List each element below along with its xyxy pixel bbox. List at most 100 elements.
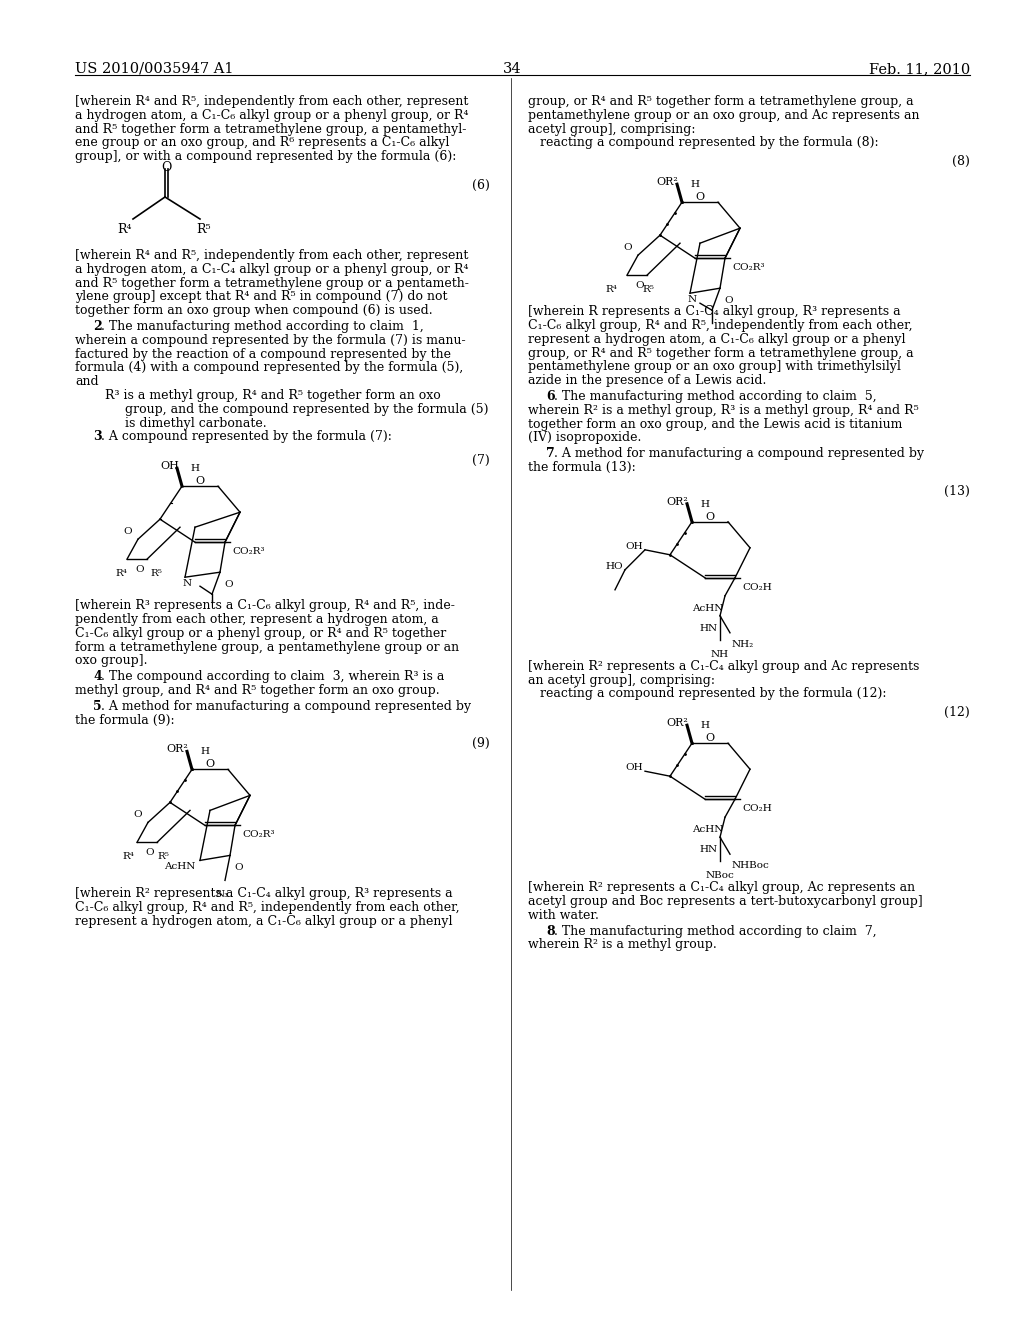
Text: HO: HO (605, 562, 623, 570)
Text: azide in the presence of a Lewis acid.: azide in the presence of a Lewis acid. (528, 374, 766, 387)
Text: O: O (161, 161, 171, 174)
Text: [wherein R³ represents a C₁-C₆ alkyl group, R⁴ and R⁵, inde-: [wherein R³ represents a C₁-C₆ alkyl gro… (75, 599, 455, 612)
Text: C₁-C₆ alkyl group, R⁴ and R⁵, independently from each other,: C₁-C₆ alkyl group, R⁴ and R⁵, independen… (75, 902, 460, 915)
Text: AcHN: AcHN (691, 825, 723, 834)
Text: (12): (12) (944, 706, 970, 719)
Text: OR²: OR² (666, 718, 688, 729)
Text: with water.: with water. (528, 908, 599, 921)
Text: (13): (13) (944, 484, 970, 498)
Text: (7): (7) (472, 454, 490, 467)
Text: R⁵: R⁵ (150, 569, 162, 578)
Text: group, or R⁴ and R⁵ together form a tetramethylene group, a: group, or R⁴ and R⁵ together form a tetr… (528, 95, 913, 108)
Text: and: and (75, 375, 98, 388)
Text: wherein a compound represented by the formula (7) is manu-: wherein a compound represented by the fo… (75, 334, 466, 347)
Text: OR²: OR² (656, 177, 678, 187)
Text: 4: 4 (93, 671, 101, 684)
Text: group, or R⁴ and R⁵ together form a tetramethylene group, a: group, or R⁴ and R⁵ together form a tetr… (528, 347, 913, 359)
Text: [wherein R⁴ and R⁵, independently from each other, represent: [wherein R⁴ and R⁵, independently from e… (75, 95, 468, 108)
Text: and R⁵ together form a tetramethylene group, a pentamethyl-: and R⁵ together form a tetramethylene gr… (75, 123, 466, 136)
Text: 2: 2 (93, 319, 101, 333)
Text: OH: OH (626, 541, 643, 550)
Text: . A method for manufacturing a compound represented by: . A method for manufacturing a compound … (554, 447, 924, 461)
Text: HN: HN (699, 624, 718, 632)
Text: formula (4) with a compound represented by the formula (5),: formula (4) with a compound represented … (75, 362, 463, 375)
Text: O: O (636, 281, 644, 290)
Text: group, and the compound represented by the formula (5): group, and the compound represented by t… (125, 403, 488, 416)
Text: AcHN: AcHN (691, 603, 723, 612)
Text: H: H (200, 747, 209, 756)
Text: R⁴: R⁴ (605, 285, 616, 294)
Text: R⁵: R⁵ (196, 223, 211, 236)
Text: US 2010/0035947 A1: US 2010/0035947 A1 (75, 62, 233, 77)
Text: together form an oxo group when compound (6) is used.: together form an oxo group when compound… (75, 304, 432, 317)
Text: CO₂R³: CO₂R³ (232, 548, 264, 556)
Text: the formula (13):: the formula (13): (528, 461, 636, 474)
Text: . A method for manufacturing a compound represented by: . A method for manufacturing a compound … (101, 700, 471, 713)
Text: reacting a compound represented by the formula (12):: reacting a compound represented by the f… (528, 688, 887, 701)
Text: NH: NH (711, 649, 729, 659)
Text: wherein R² is a methyl group, R³ is a methyl group, R⁴ and R⁵: wherein R² is a methyl group, R³ is a me… (528, 404, 919, 417)
Text: CO₂R³: CO₂R³ (732, 263, 765, 272)
Text: pendently from each other, represent a hydrogen atom, a: pendently from each other, represent a h… (75, 612, 438, 626)
Text: 7: 7 (546, 447, 555, 461)
Text: acetyl group], comprising:: acetyl group], comprising: (528, 123, 695, 136)
Text: CO₂H: CO₂H (742, 804, 772, 813)
Text: 5: 5 (93, 700, 101, 713)
Text: together form an oxo group, and the Lewis acid is titanium: together form an oxo group, and the Lewi… (528, 417, 902, 430)
Text: ylene group] except that R⁴ and R⁵ in compound (7) do not: ylene group] except that R⁴ and R⁵ in co… (75, 290, 447, 304)
Text: O: O (234, 863, 243, 873)
Text: AcHN: AcHN (164, 862, 195, 871)
Text: [wherein R⁴ and R⁵, independently from each other, represent: [wherein R⁴ and R⁵, independently from e… (75, 249, 468, 261)
Text: (8): (8) (952, 156, 970, 168)
Text: reacting a compound represented by the formula (8):: reacting a compound represented by the f… (528, 136, 879, 149)
Text: is dimethyl carbonate.: is dimethyl carbonate. (125, 417, 266, 429)
Text: acetyl group and Boc represents a tert-butoxycarbonyl group]: acetyl group and Boc represents a tert-b… (528, 895, 923, 908)
Text: an acetyl group], comprising:: an acetyl group], comprising: (528, 673, 715, 686)
Text: NBoc: NBoc (706, 871, 734, 880)
Text: R⁴: R⁴ (117, 223, 131, 236)
Text: N: N (183, 579, 193, 589)
Text: CO₂H: CO₂H (742, 583, 772, 591)
Text: OR²: OR² (166, 744, 188, 755)
Text: ene group or an oxo group, and R⁶ represents a C₁-C₆ alkyl: ene group or an oxo group, and R⁶ repres… (75, 136, 450, 149)
Text: . The compound according to claim  3, wherein R³ is a: . The compound according to claim 3, whe… (101, 671, 444, 684)
Text: . The manufacturing method according to claim  1,: . The manufacturing method according to … (101, 319, 424, 333)
Text: 8: 8 (546, 924, 555, 937)
Text: O: O (224, 581, 232, 589)
Text: (IV) isopropoxide.: (IV) isopropoxide. (528, 432, 641, 445)
Text: . A compound represented by the formula (7):: . A compound represented by the formula … (101, 430, 392, 444)
Text: [wherein R represents a C₁-C₄ alkyl group, R³ represents a: [wherein R represents a C₁-C₄ alkyl grou… (528, 305, 901, 318)
Text: O: O (123, 527, 132, 536)
Text: OR²: OR² (666, 496, 688, 507)
Text: pentamethylene group or an oxo group] with trimethylsilyl: pentamethylene group or an oxo group] wi… (528, 360, 901, 374)
Text: C₁-C₆ alkyl group, R⁴ and R⁵, independently from each other,: C₁-C₆ alkyl group, R⁴ and R⁵, independen… (528, 319, 912, 333)
Text: OH: OH (626, 763, 643, 772)
Text: H: H (690, 181, 699, 189)
Text: R³ is a methyl group, R⁴ and R⁵ together form an oxo: R³ is a methyl group, R⁴ and R⁵ together… (105, 389, 440, 403)
Text: . The manufacturing method according to claim  7,: . The manufacturing method according to … (554, 924, 877, 937)
Text: C₁-C₆ alkyl group or a phenyl group, or R⁴ and R⁵ together: C₁-C₆ alkyl group or a phenyl group, or … (75, 627, 446, 640)
Text: H: H (700, 500, 709, 508)
Text: (6): (6) (472, 180, 490, 191)
Text: O: O (706, 512, 715, 521)
Text: R⁵: R⁵ (157, 853, 169, 862)
Text: OH: OH (161, 461, 179, 471)
Text: O: O (724, 296, 732, 305)
Text: N₃: N₃ (215, 891, 228, 899)
Text: a hydrogen atom, a C₁-C₆ alkyl group or a phenyl group, or R⁴: a hydrogen atom, a C₁-C₆ alkyl group or … (75, 108, 469, 121)
Text: 34: 34 (503, 62, 521, 77)
Text: form a tetramethylene group, a pentamethylene group or an: form a tetramethylene group, a pentameth… (75, 640, 459, 653)
Text: [wherein R² represents a C₁-C₄ alkyl group, Ac represents an: [wherein R² represents a C₁-C₄ alkyl gro… (528, 882, 915, 894)
Text: represent a hydrogen atom, a C₁-C₆ alkyl group or a phenyl: represent a hydrogen atom, a C₁-C₆ alkyl… (75, 915, 453, 928)
Text: R⁴: R⁴ (122, 853, 134, 862)
Text: represent a hydrogen atom, a C₁-C₆ alkyl group or a phenyl: represent a hydrogen atom, a C₁-C₆ alkyl… (528, 333, 905, 346)
Text: N: N (688, 296, 697, 304)
Text: R⁵: R⁵ (642, 285, 654, 294)
Text: and R⁵ together form a tetramethylene group or a pentameth-: and R⁵ together form a tetramethylene gr… (75, 277, 469, 289)
Text: 6: 6 (546, 389, 555, 403)
Text: O: O (206, 759, 215, 770)
Text: CO₂R³: CO₂R³ (242, 830, 274, 840)
Text: O: O (196, 477, 205, 486)
Text: O: O (136, 565, 144, 574)
Text: [wherein R² represents a C₁-C₄ alkyl group and Ac represents: [wherein R² represents a C₁-C₄ alkyl gro… (528, 660, 920, 673)
